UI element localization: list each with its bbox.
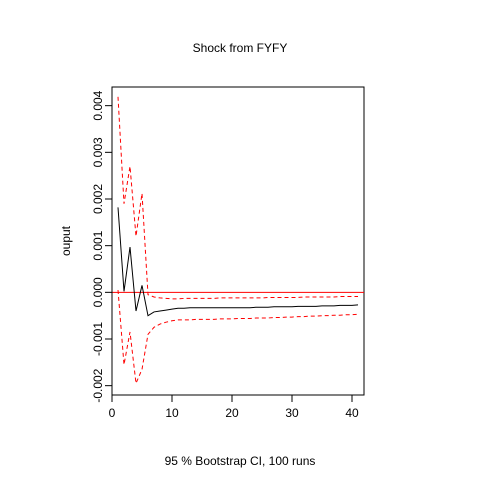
y-tick-label: 0.004 bbox=[91, 90, 105, 120]
series-line-lower bbox=[117, 289, 359, 386]
series-line-irf bbox=[117, 207, 359, 317]
chart-title: Shock from FYFY bbox=[193, 41, 288, 55]
y-tick-label: -0.001 bbox=[91, 322, 105, 356]
x-tick-label: 20 bbox=[225, 406, 239, 420]
x-tick-label: 10 bbox=[165, 406, 179, 420]
y-axis-label: ouput bbox=[59, 225, 73, 256]
y-tick-label: 0.002 bbox=[91, 184, 105, 214]
x-axis-label: 95 % Bootstrap CI, 100 runs bbox=[165, 454, 316, 468]
series-line-upper bbox=[117, 96, 358, 300]
y-tick-label: 0.001 bbox=[91, 230, 105, 260]
y-tick-label: -0.002 bbox=[91, 368, 105, 402]
plot-frame bbox=[111, 86, 365, 396]
y-tick-label: 0.000 bbox=[91, 277, 105, 307]
x-tick-label: 0 bbox=[109, 406, 116, 420]
x-tick-label: 40 bbox=[345, 406, 359, 420]
y-tick-label: 0.003 bbox=[91, 137, 105, 167]
x-tick-label: 30 bbox=[285, 406, 299, 420]
